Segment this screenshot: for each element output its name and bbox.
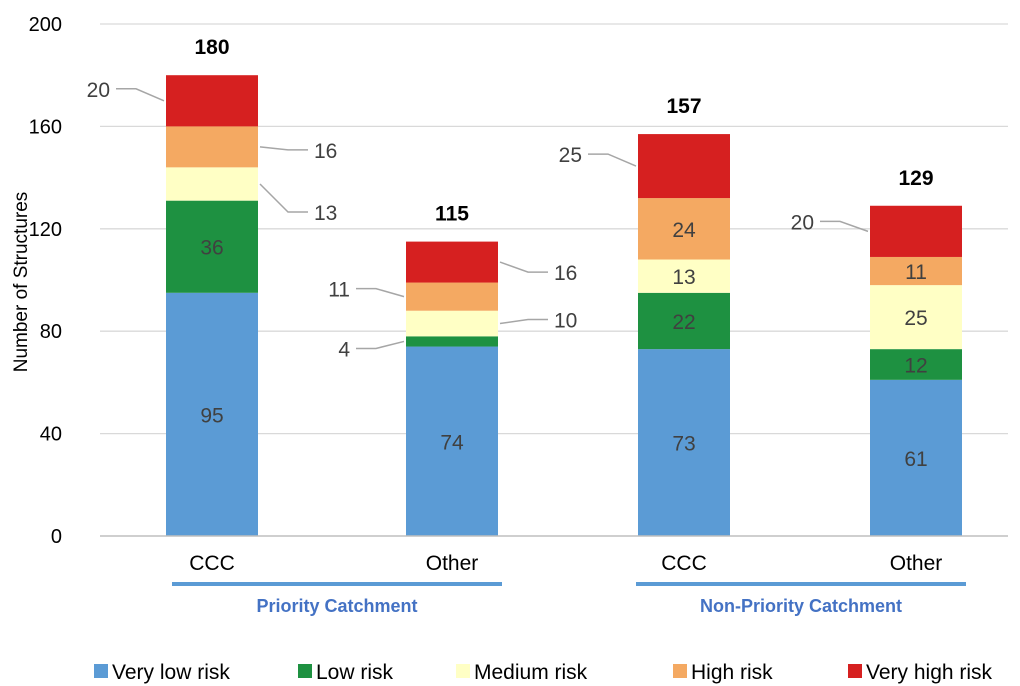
leader-line [499, 261, 548, 273]
data-label: 11 [328, 279, 350, 302]
legend-label: Very low risk [112, 661, 230, 684]
y-tick-label: 40 [40, 424, 62, 446]
data-label: 20 [791, 211, 814, 234]
bar-segment-very-low-risk [870, 379, 962, 536]
legend-swatch [673, 664, 687, 678]
data-label: 12 [904, 354, 927, 377]
leader-line [356, 287, 405, 298]
bar-segment-very-high-risk [166, 75, 258, 127]
data-label: 73 [672, 433, 695, 456]
group-label: Non-Priority Catchment [700, 596, 902, 616]
total-label: 115 [435, 203, 469, 226]
data-label: 4 [338, 338, 350, 361]
data-label: 36 [200, 237, 223, 260]
legend-swatch [848, 664, 862, 678]
x-category-label: CCC [661, 552, 707, 575]
y-tick-label: 160 [29, 116, 62, 138]
legend-swatch [298, 664, 312, 678]
bar-segment-high-risk [406, 282, 498, 311]
data-label: 74 [440, 431, 464, 454]
legend-label: Low risk [316, 661, 394, 684]
x-category-label: CCC [189, 552, 235, 575]
data-label: 25 [559, 144, 582, 167]
bar-segment-low-risk [638, 292, 730, 350]
data-label: 11 [905, 261, 927, 284]
leader-line [499, 318, 548, 325]
bar-segment-low-risk [406, 336, 498, 347]
leader-line [820, 220, 869, 233]
data-label: 16 [554, 262, 577, 285]
leader-line [588, 153, 637, 167]
y-tick-label: 120 [29, 219, 62, 241]
data-label: 16 [314, 140, 337, 163]
y-tick-label: 80 [40, 321, 62, 343]
data-label: 22 [672, 311, 695, 334]
data-label: 20 [87, 79, 110, 102]
bar-segment-medium-risk [166, 167, 258, 201]
data-label: 25 [904, 307, 927, 330]
legend-label: Medium risk [474, 661, 588, 684]
x-category-label: Other [426, 552, 479, 575]
data-label: 61 [904, 448, 927, 471]
bar-segment-very-low-risk [166, 292, 258, 536]
legend-swatch [456, 664, 470, 678]
bar-segment-low-risk [166, 200, 258, 293]
x-category-label: Other [890, 552, 943, 575]
total-label: 157 [666, 95, 701, 118]
bar-segment-very-high-risk [638, 134, 730, 199]
group-label: Priority Catchment [256, 596, 417, 616]
legend-label: High risk [691, 661, 773, 684]
bar-segment-very-low-risk [638, 349, 730, 536]
y-tick-label: 0 [51, 526, 62, 548]
bar-segment-medium-risk [638, 259, 730, 293]
y-axis-title: Number of Structures [11, 192, 32, 373]
data-label: 24 [672, 219, 696, 242]
data-label: 13 [672, 266, 695, 289]
total-label: 180 [194, 36, 229, 59]
bar-segment-high-risk [638, 198, 730, 260]
legend-swatch [94, 664, 108, 678]
bar-segment-very-low-risk [406, 346, 498, 536]
bar-segment-medium-risk [870, 285, 962, 350]
total-label: 129 [898, 167, 933, 190]
data-label: 13 [314, 202, 337, 225]
leader-line [356, 340, 405, 350]
leader-line [259, 183, 308, 213]
bar-segment-low-risk [870, 349, 962, 380]
leader-line [259, 146, 308, 151]
legend-label: Very high risk [866, 661, 993, 684]
bar-segment-medium-risk [406, 310, 498, 337]
data-label: 95 [200, 404, 223, 427]
bar-segment-very-high-risk [870, 205, 962, 257]
bar-segment-very-high-risk [406, 241, 498, 283]
y-tick-label: 200 [29, 14, 62, 36]
leader-line [116, 88, 165, 102]
bar-segment-high-risk [870, 256, 962, 286]
data-label: 10 [554, 310, 577, 333]
bar-segment-high-risk [166, 126, 258, 168]
